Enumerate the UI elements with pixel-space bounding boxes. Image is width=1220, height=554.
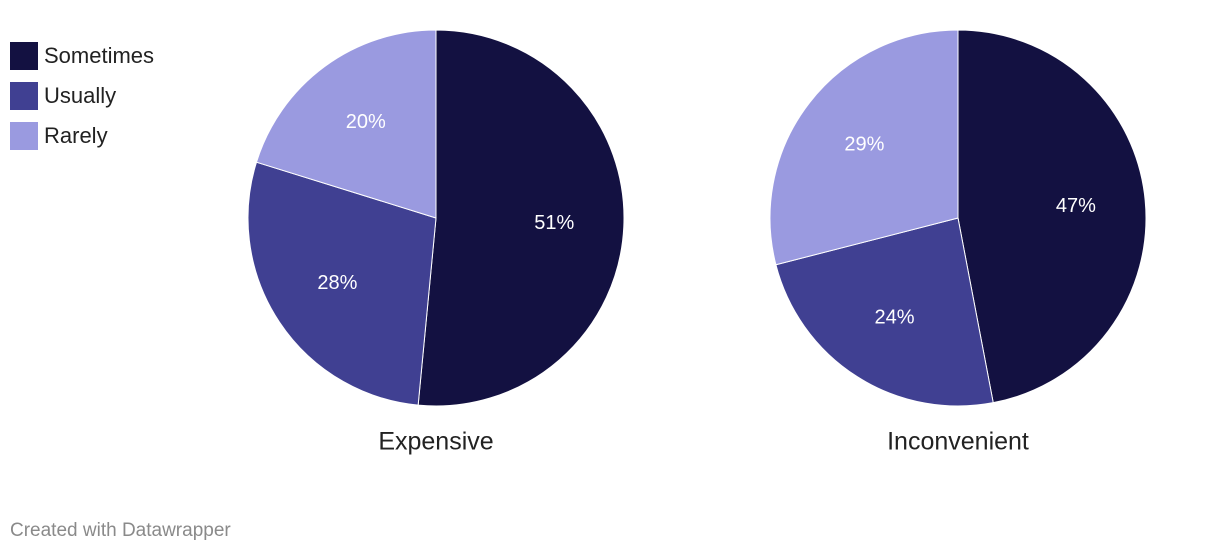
pie-slice bbox=[417, 29, 625, 407]
slice-label: 28% bbox=[317, 272, 357, 294]
slice-label: 47% bbox=[1056, 195, 1096, 217]
pie-slice bbox=[769, 29, 959, 266]
legend-swatch bbox=[10, 42, 38, 70]
slice-label: 24% bbox=[875, 306, 915, 328]
legend-label: Usually bbox=[44, 83, 116, 108]
footer: Created with Datawrapper bbox=[10, 520, 231, 541]
legend-swatch bbox=[10, 82, 38, 110]
legend-label: Rarely bbox=[44, 123, 108, 148]
pie-slice bbox=[775, 217, 994, 407]
pie-slice bbox=[247, 161, 437, 406]
pie-title: Expensive bbox=[378, 428, 493, 456]
slice-label: 20% bbox=[346, 111, 386, 133]
pie-title: Inconvenient bbox=[887, 428, 1029, 456]
legend-label: Sometimes bbox=[44, 43, 154, 68]
slice-label: 51% bbox=[534, 212, 574, 234]
pie-slice bbox=[957, 29, 1147, 404]
slice-label: 29% bbox=[844, 134, 884, 156]
legend-swatch bbox=[10, 122, 38, 150]
pie-slice bbox=[255, 29, 437, 219]
